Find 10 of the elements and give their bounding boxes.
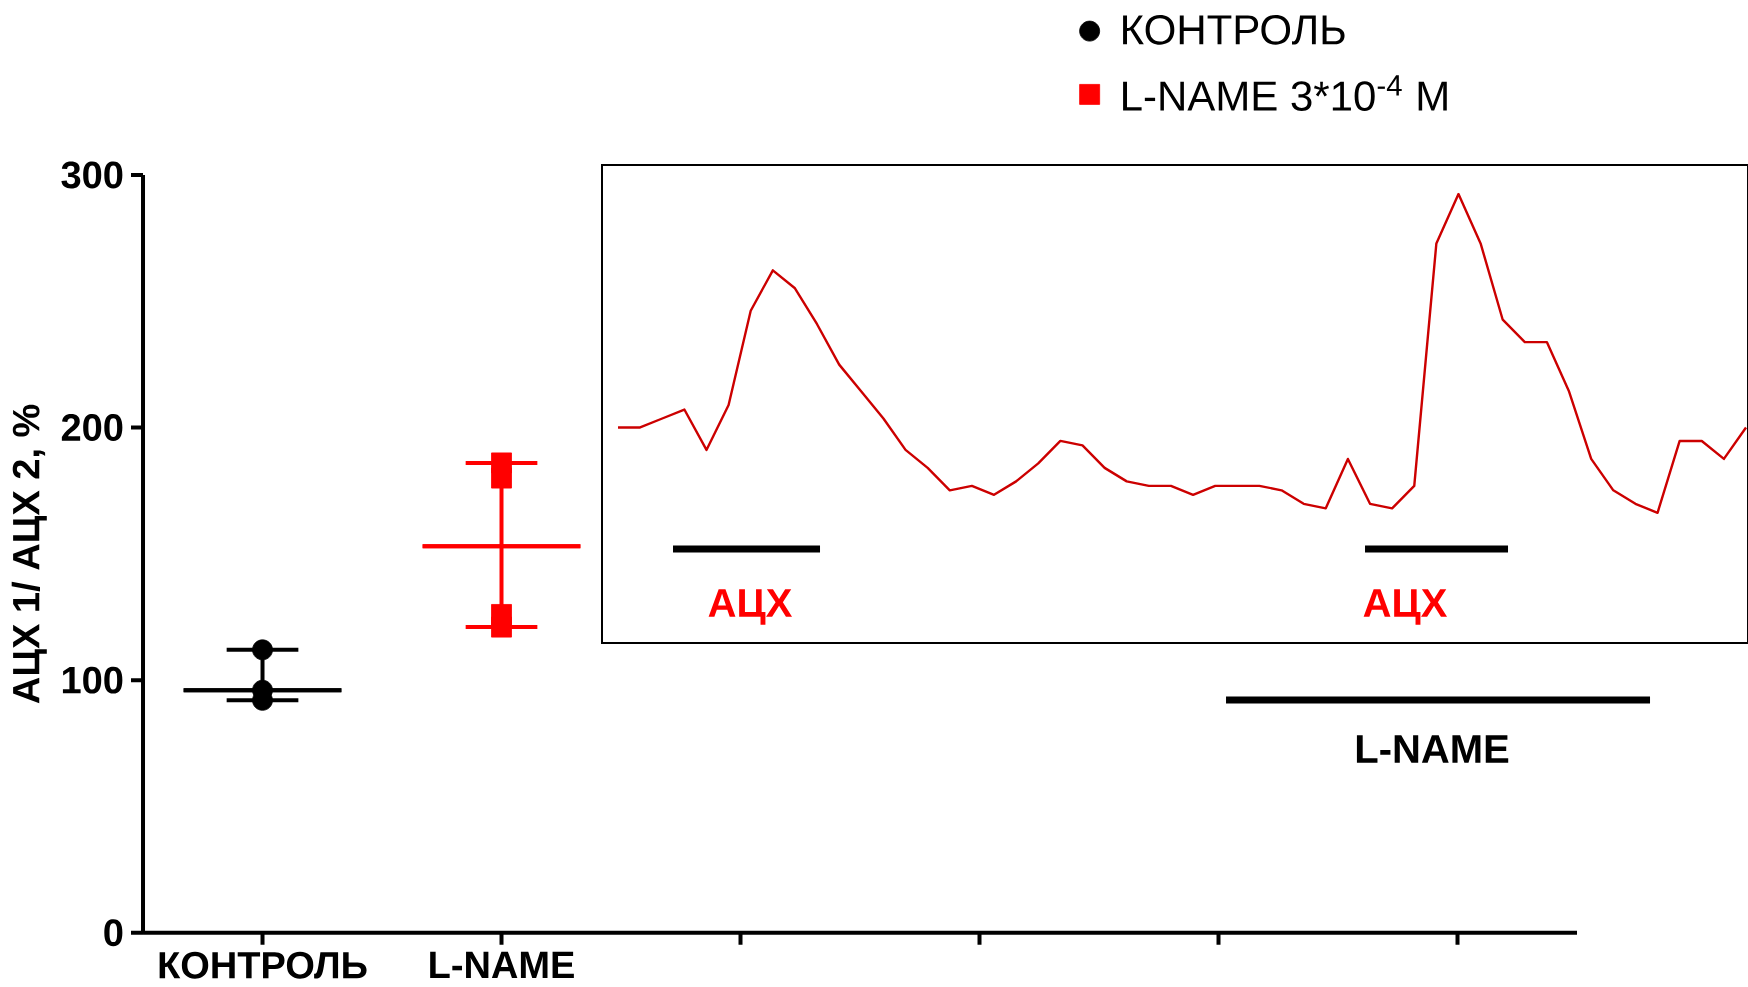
y-tick-label: 0: [104, 919, 123, 947]
legend-label: КОНТРОЛЬ: [1123, 14, 1345, 45]
y-tick-label: 100: [62, 666, 123, 694]
annotation: АЦХ: [1363, 589, 1448, 625]
y-axis-title: АЦХ 1/ АЦХ 2, %: [11, 404, 47, 704]
y-tick-label: 300: [61, 161, 123, 189]
annotation: L-NAME: [1356, 735, 1509, 763]
annotation: АЦХ: [708, 589, 793, 625]
legend-label: L-NAME 3*10$^{-4}$ M: [1123, 75, 1447, 111]
y-tick-label: 200: [61, 414, 123, 442]
